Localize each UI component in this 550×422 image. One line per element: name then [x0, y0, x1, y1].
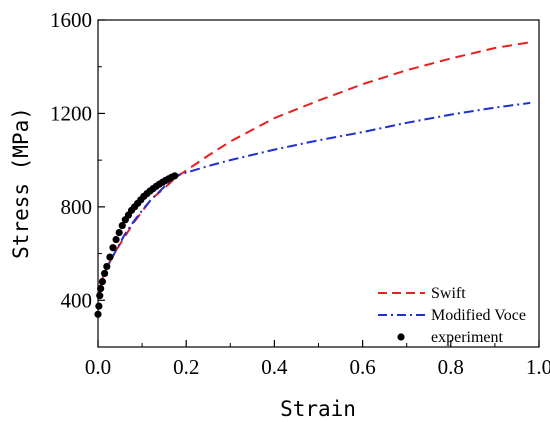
swift-line	[97, 41, 531, 294]
series-group	[94, 41, 531, 318]
experiment-point	[115, 228, 123, 237]
y-tick-label: 1600	[50, 8, 92, 32]
x-axis-title: Strain	[280, 397, 356, 421]
y-tick-label: 800	[61, 195, 93, 219]
legend-label-swift: Swift	[431, 285, 466, 302]
x-tick-label: 1.0	[526, 355, 550, 379]
legend: Swift Modified Voce experiment	[378, 285, 526, 346]
legend-label-modified-voce: Modified Voce	[431, 307, 526, 324]
experiment-point	[95, 302, 103, 310]
experiment-point	[103, 262, 111, 271]
y-axis-ticks: 400 800 1200 1600	[50, 8, 105, 348]
experiment-point	[101, 269, 109, 278]
y-tick-label: 1200	[50, 101, 92, 125]
x-tick-label: 0.8	[438, 355, 464, 379]
experiment-point	[94, 310, 102, 318]
experiment-point	[97, 285, 105, 293]
y-axis-title: Stress (MPa)	[9, 107, 33, 259]
modified-voce-line	[97, 101, 531, 296]
x-tick-label: 0.6	[349, 355, 375, 379]
experiment-point	[109, 244, 117, 252]
x-tick-label: 0.4	[261, 355, 288, 379]
experiment-point	[112, 235, 120, 244]
experiment-point	[106, 253, 114, 261]
x-tick-label: 0.0	[85, 355, 111, 379]
plot-area: 0.0 0.2 0.4 0.6 0.8 1.0 400 800 1200 1600	[50, 8, 550, 379]
experiment-point	[171, 172, 179, 180]
legend-label-experiment: experiment	[431, 329, 504, 346]
y-tick-label: 400	[61, 288, 93, 312]
legend-swatch-experiment	[397, 333, 405, 341]
experiment-point	[98, 278, 107, 286]
x-axis-ticks: 0.0 0.2 0.4 0.6 0.8 1.0	[85, 340, 550, 379]
x-tick-label: 0.2	[173, 355, 199, 379]
experiment-point	[118, 221, 126, 230]
experiment-point	[96, 292, 104, 300]
